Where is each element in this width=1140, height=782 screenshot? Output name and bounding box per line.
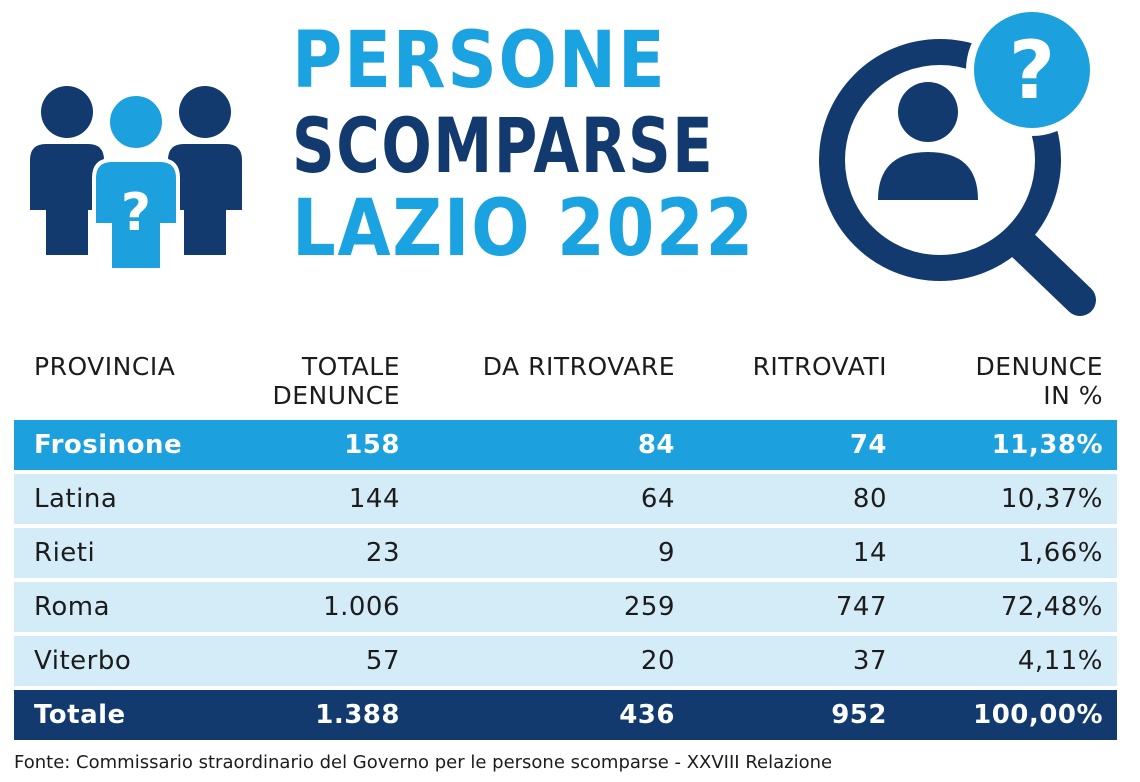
cell-da-ritrovare: 84 — [414, 420, 689, 470]
table-row: Latina 144 64 80 10,37% — [14, 474, 1117, 524]
column-header-percent: DENUNCE IN % — [975, 352, 1103, 410]
svg-text:?: ? — [121, 183, 151, 243]
cell-totale: 1.388 — [224, 690, 414, 740]
magnifier-person-question-icon: ? — [819, 4, 1098, 316]
cell-percent: 72,48% — [901, 582, 1117, 632]
cell-percent: 4,11% — [901, 636, 1117, 686]
title-line-3: LAZIO 2022 — [292, 184, 756, 274]
header: ? PERSONE SCOMPARSE LAZIO 2022 ? — [0, 0, 1140, 330]
cell-da-ritrovare: 9 — [414, 528, 689, 578]
column-header-da-ritrovare: DA RITROVARE — [482, 352, 675, 381]
cell-totale: 23 — [224, 528, 414, 578]
people-question-icon: ? — [30, 86, 242, 272]
cell-provincia: Viterbo — [14, 636, 224, 686]
cell-totale: 57 — [224, 636, 414, 686]
cell-ritrovati: 74 — [689, 420, 901, 470]
data-table-wrap: PROVINCIA TOTALE DENUNCE DA RITROVARE RI… — [14, 348, 1117, 744]
cell-totale: 158 — [224, 420, 414, 470]
cell-da-ritrovare: 436 — [414, 690, 689, 740]
cell-da-ritrovare: 20 — [414, 636, 689, 686]
cell-percent: 1,66% — [901, 528, 1117, 578]
cell-ritrovati: 952 — [689, 690, 901, 740]
cell-provincia: Rieti — [14, 528, 224, 578]
table-row: Viterbo 57 20 37 4,11% — [14, 636, 1117, 686]
cell-da-ritrovare: 259 — [414, 582, 689, 632]
table-row: Roma 1.006 259 747 72,48% — [14, 582, 1117, 632]
table-row: Rieti 23 9 14 1,66% — [14, 528, 1117, 578]
cell-ritrovati: 747 — [689, 582, 901, 632]
table-body: Frosinone 158 84 74 11,38% Latina 144 64 80 10,37… — [14, 420, 1117, 740]
cell-percent: 100,00% — [901, 690, 1117, 740]
cell-ritrovati: 80 — [689, 474, 901, 524]
cell-ritrovati: 14 — [689, 528, 901, 578]
cell-da-ritrovare: 64 — [414, 474, 689, 524]
table-header-row: PROVINCIA TOTALE DENUNCE DA RITROVARE RI… — [14, 352, 1117, 416]
cell-totale: 144 — [224, 474, 414, 524]
table-total-row: Totale 1.388 436 952 100,00% — [14, 690, 1117, 740]
cell-provincia: Roma — [14, 582, 224, 632]
svg-text:?: ? — [1009, 24, 1055, 117]
source-note: Fonte: Commissario straordinario del Gov… — [14, 752, 833, 773]
title-line-1: PERSONE — [292, 16, 667, 106]
table-row: Frosinone 158 84 74 11,38% — [14, 420, 1117, 470]
title-line-2: SCOMPARSE — [292, 101, 715, 190]
cell-provincia: Latina — [14, 474, 224, 524]
column-header-ritrovati: RITROVATI — [752, 352, 887, 381]
cell-provincia: Frosinone — [14, 420, 224, 470]
cell-provincia: Totale — [14, 690, 224, 740]
data-table: PROVINCIA TOTALE DENUNCE DA RITROVARE RI… — [14, 348, 1117, 744]
cell-percent: 11,38% — [901, 420, 1117, 470]
column-header-provincia: PROVINCIA — [34, 352, 176, 381]
cell-ritrovati: 37 — [689, 636, 901, 686]
cell-percent: 10,37% — [901, 474, 1117, 524]
column-header-totale: TOTALE DENUNCE — [272, 352, 400, 410]
cell-totale: 1.006 — [224, 582, 414, 632]
